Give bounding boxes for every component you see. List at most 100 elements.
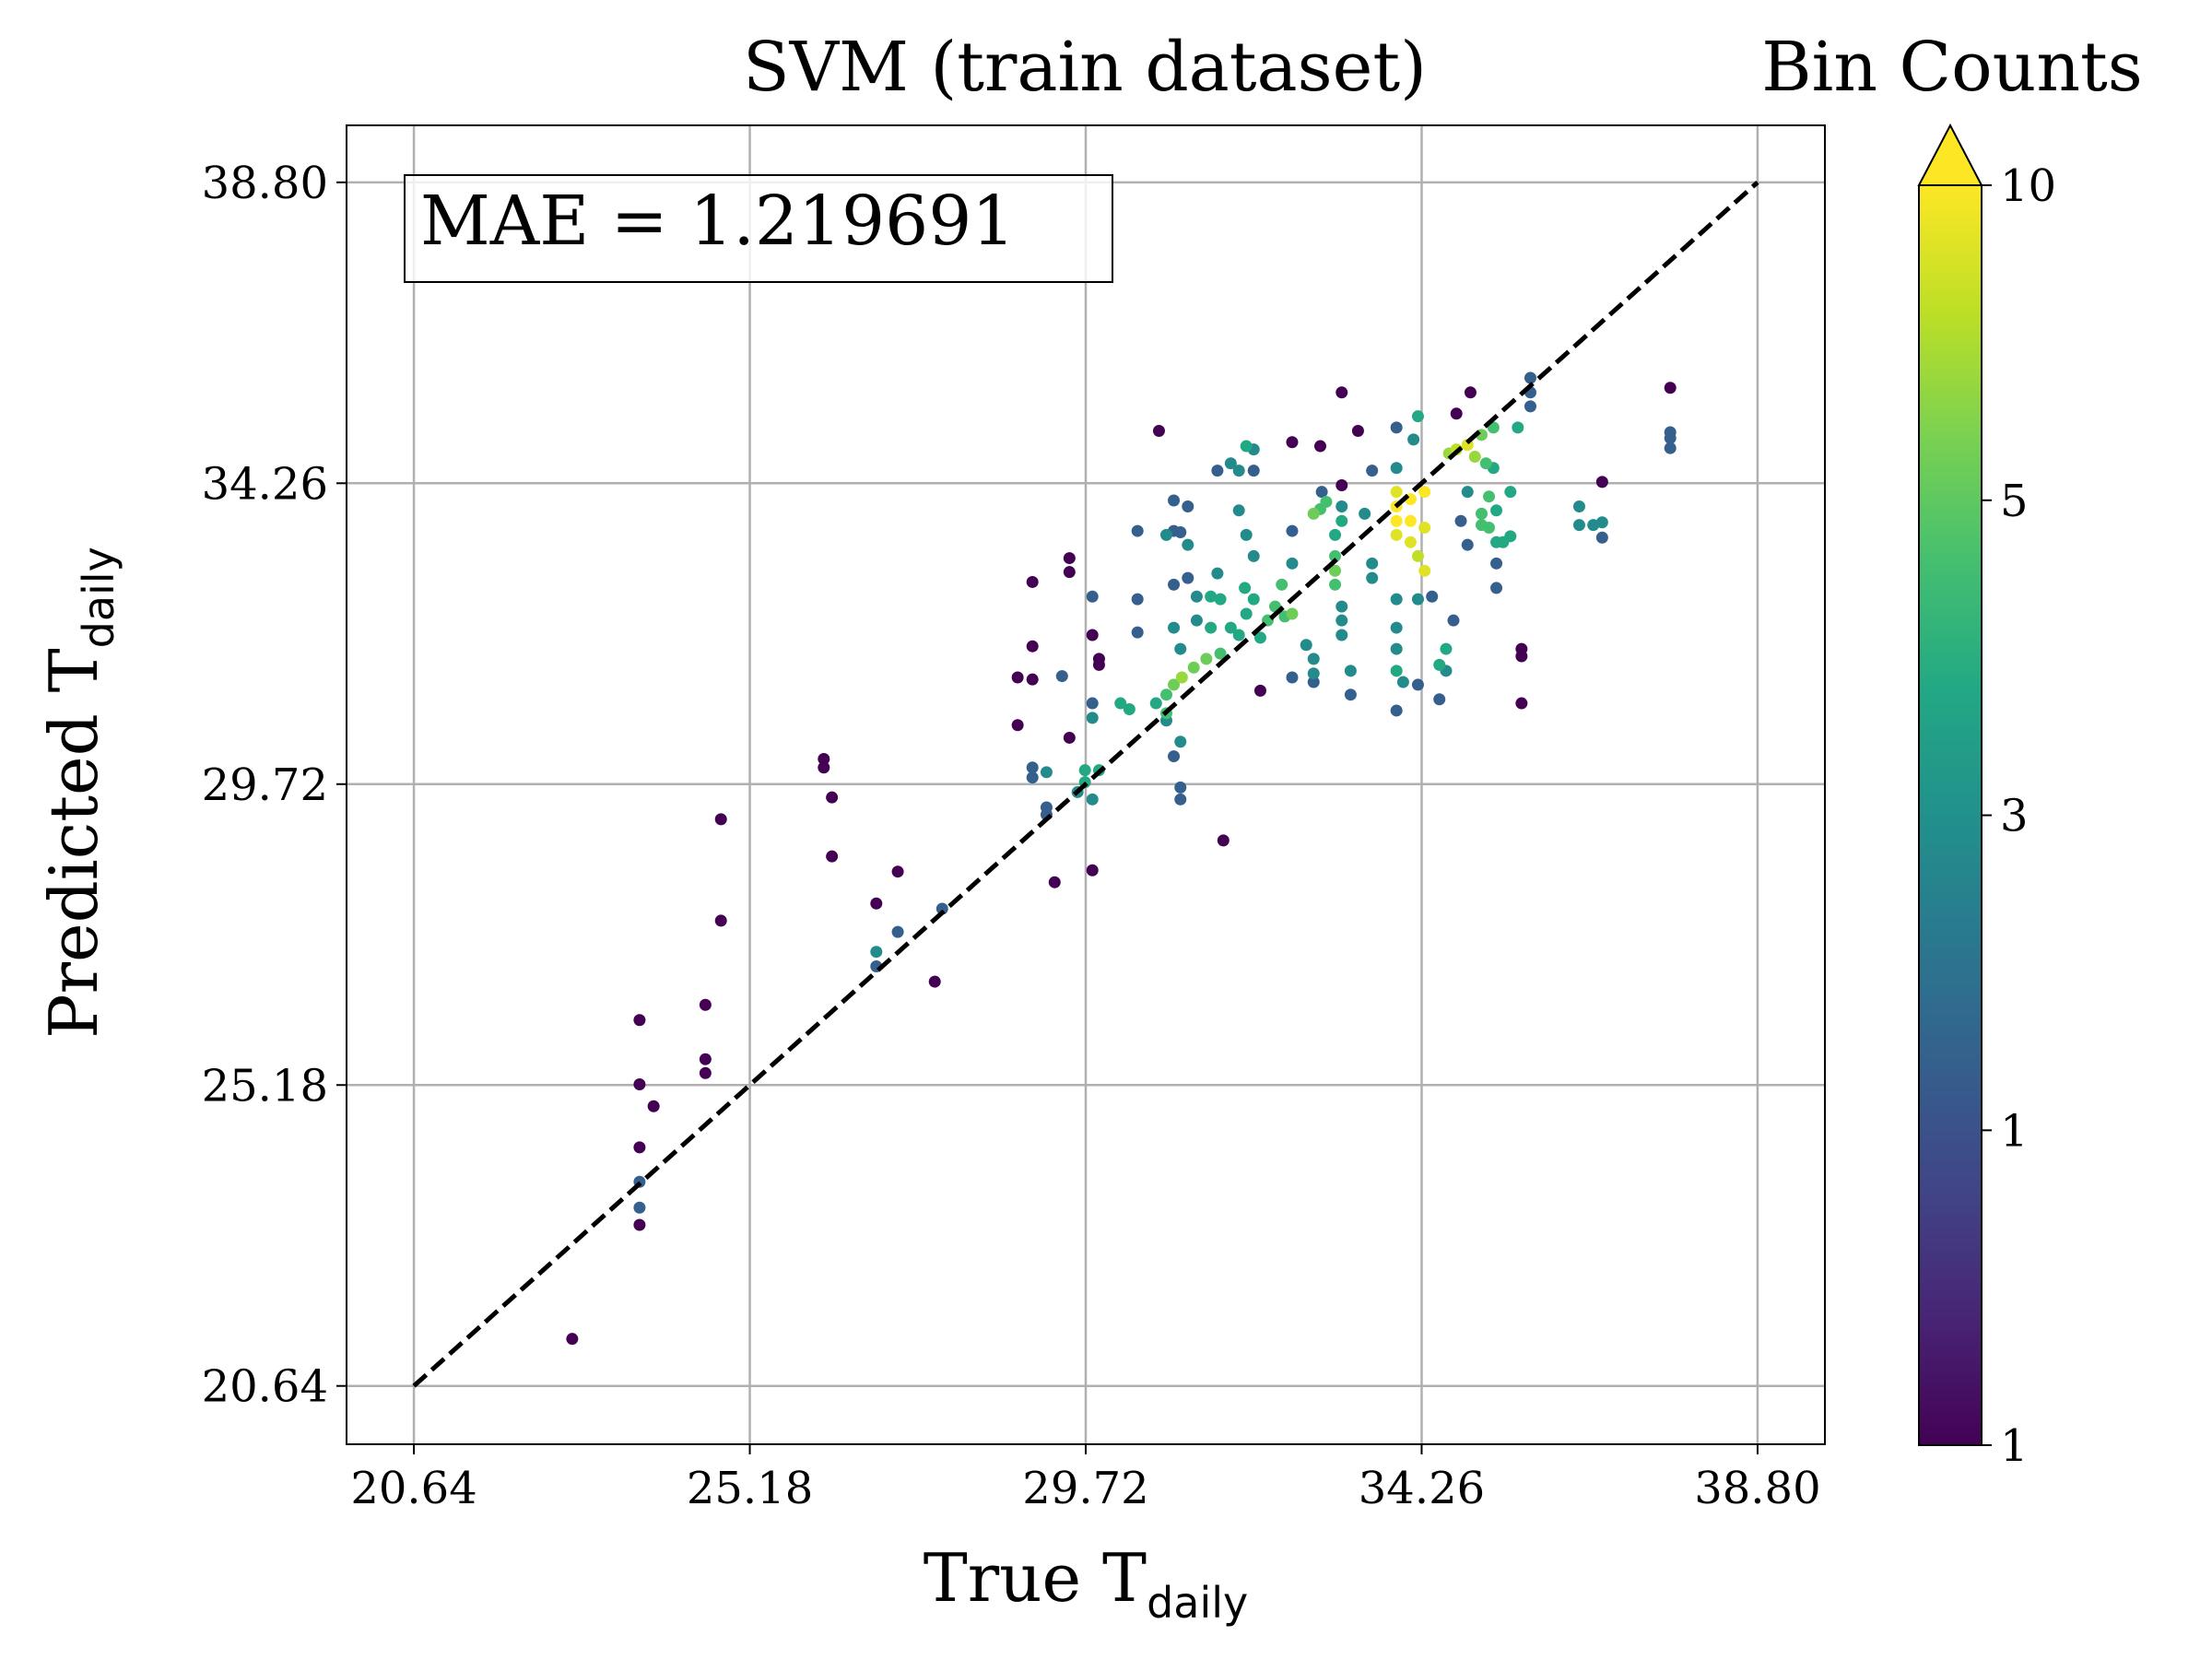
point [1572, 500, 1585, 512]
point [633, 1218, 646, 1231]
point [1335, 500, 1348, 512]
point [1011, 671, 1024, 684]
point [1418, 486, 1431, 499]
point [1286, 557, 1299, 570]
point [1214, 647, 1227, 660]
point [1418, 521, 1431, 534]
point [1063, 552, 1076, 565]
point [1515, 650, 1528, 663]
point [1307, 667, 1320, 680]
point [1411, 410, 1424, 423]
point [1335, 514, 1348, 527]
point [1461, 538, 1474, 551]
colorbar-extend [1917, 123, 1983, 186]
point [1490, 582, 1503, 594]
point [1335, 600, 1348, 613]
point [699, 1066, 712, 1079]
point [1411, 678, 1424, 691]
point [1595, 516, 1608, 529]
point [1168, 494, 1181, 507]
point [1454, 514, 1467, 527]
point [1086, 590, 1099, 603]
point [1440, 642, 1453, 655]
point [1026, 673, 1039, 686]
point [1307, 507, 1320, 520]
point [1026, 575, 1039, 588]
point [1063, 566, 1076, 579]
colorbar-tick-label: 3 [2000, 791, 2029, 842]
point [1366, 465, 1379, 477]
point [1329, 528, 1342, 541]
point [1239, 582, 1252, 594]
point [1131, 524, 1144, 537]
point [1182, 500, 1194, 512]
x-tick-label: 38.80 [1694, 1463, 1820, 1514]
point [1232, 629, 1245, 641]
point [1390, 665, 1403, 677]
point [633, 1201, 646, 1214]
point [891, 865, 904, 878]
point [1026, 640, 1039, 653]
point [1524, 371, 1536, 384]
point [870, 946, 883, 959]
point [1205, 621, 1218, 634]
point [1247, 593, 1260, 606]
point [1344, 688, 1357, 701]
point [1205, 590, 1218, 603]
point [826, 850, 839, 863]
point [1182, 538, 1194, 551]
reference [412, 180, 1759, 1388]
reference-line [412, 180, 1759, 1388]
point [1335, 478, 1348, 491]
point [1515, 697, 1528, 710]
point [1026, 771, 1039, 784]
point [1286, 671, 1299, 684]
point [1433, 693, 1446, 706]
point [1174, 526, 1187, 539]
point [1174, 735, 1187, 748]
point [1086, 864, 1099, 877]
point [1168, 621, 1181, 634]
x-axis-label: True Tdaily [924, 1539, 1249, 1628]
point [1174, 642, 1187, 655]
point [891, 925, 904, 938]
y-tick-label: 29.72 [202, 759, 328, 811]
point [1211, 465, 1224, 477]
point [1247, 549, 1260, 562]
point [1390, 642, 1403, 655]
colorbar-tick-label: 10 [2000, 160, 2056, 212]
point [1335, 614, 1348, 627]
point [1063, 731, 1076, 744]
point [1664, 441, 1677, 454]
x-axis-label-subscript: daily [1147, 1578, 1248, 1628]
point [1447, 614, 1460, 627]
point [699, 998, 712, 1011]
point [1461, 486, 1474, 499]
point [1174, 793, 1187, 806]
point [1168, 750, 1181, 763]
point [1504, 530, 1517, 543]
point [1595, 531, 1608, 544]
point [1411, 593, 1424, 606]
point [1211, 567, 1224, 580]
point [1390, 621, 1403, 634]
y-axis-label: Predicted Tdaily [35, 547, 124, 1039]
point [1086, 629, 1099, 641]
point [633, 1078, 646, 1091]
point [1329, 578, 1342, 591]
point [1390, 704, 1403, 717]
point [714, 813, 727, 826]
point [1390, 421, 1403, 434]
point [1475, 507, 1488, 520]
point [1168, 578, 1181, 591]
point [1664, 382, 1677, 394]
point [1407, 433, 1420, 446]
point [1040, 766, 1053, 779]
point [1351, 425, 1364, 438]
point [1418, 564, 1431, 577]
y-axis-label-text: Predicted T [35, 648, 112, 1038]
point [1175, 671, 1188, 684]
point [1190, 614, 1203, 627]
colorbar-gradient [1919, 185, 1982, 1445]
